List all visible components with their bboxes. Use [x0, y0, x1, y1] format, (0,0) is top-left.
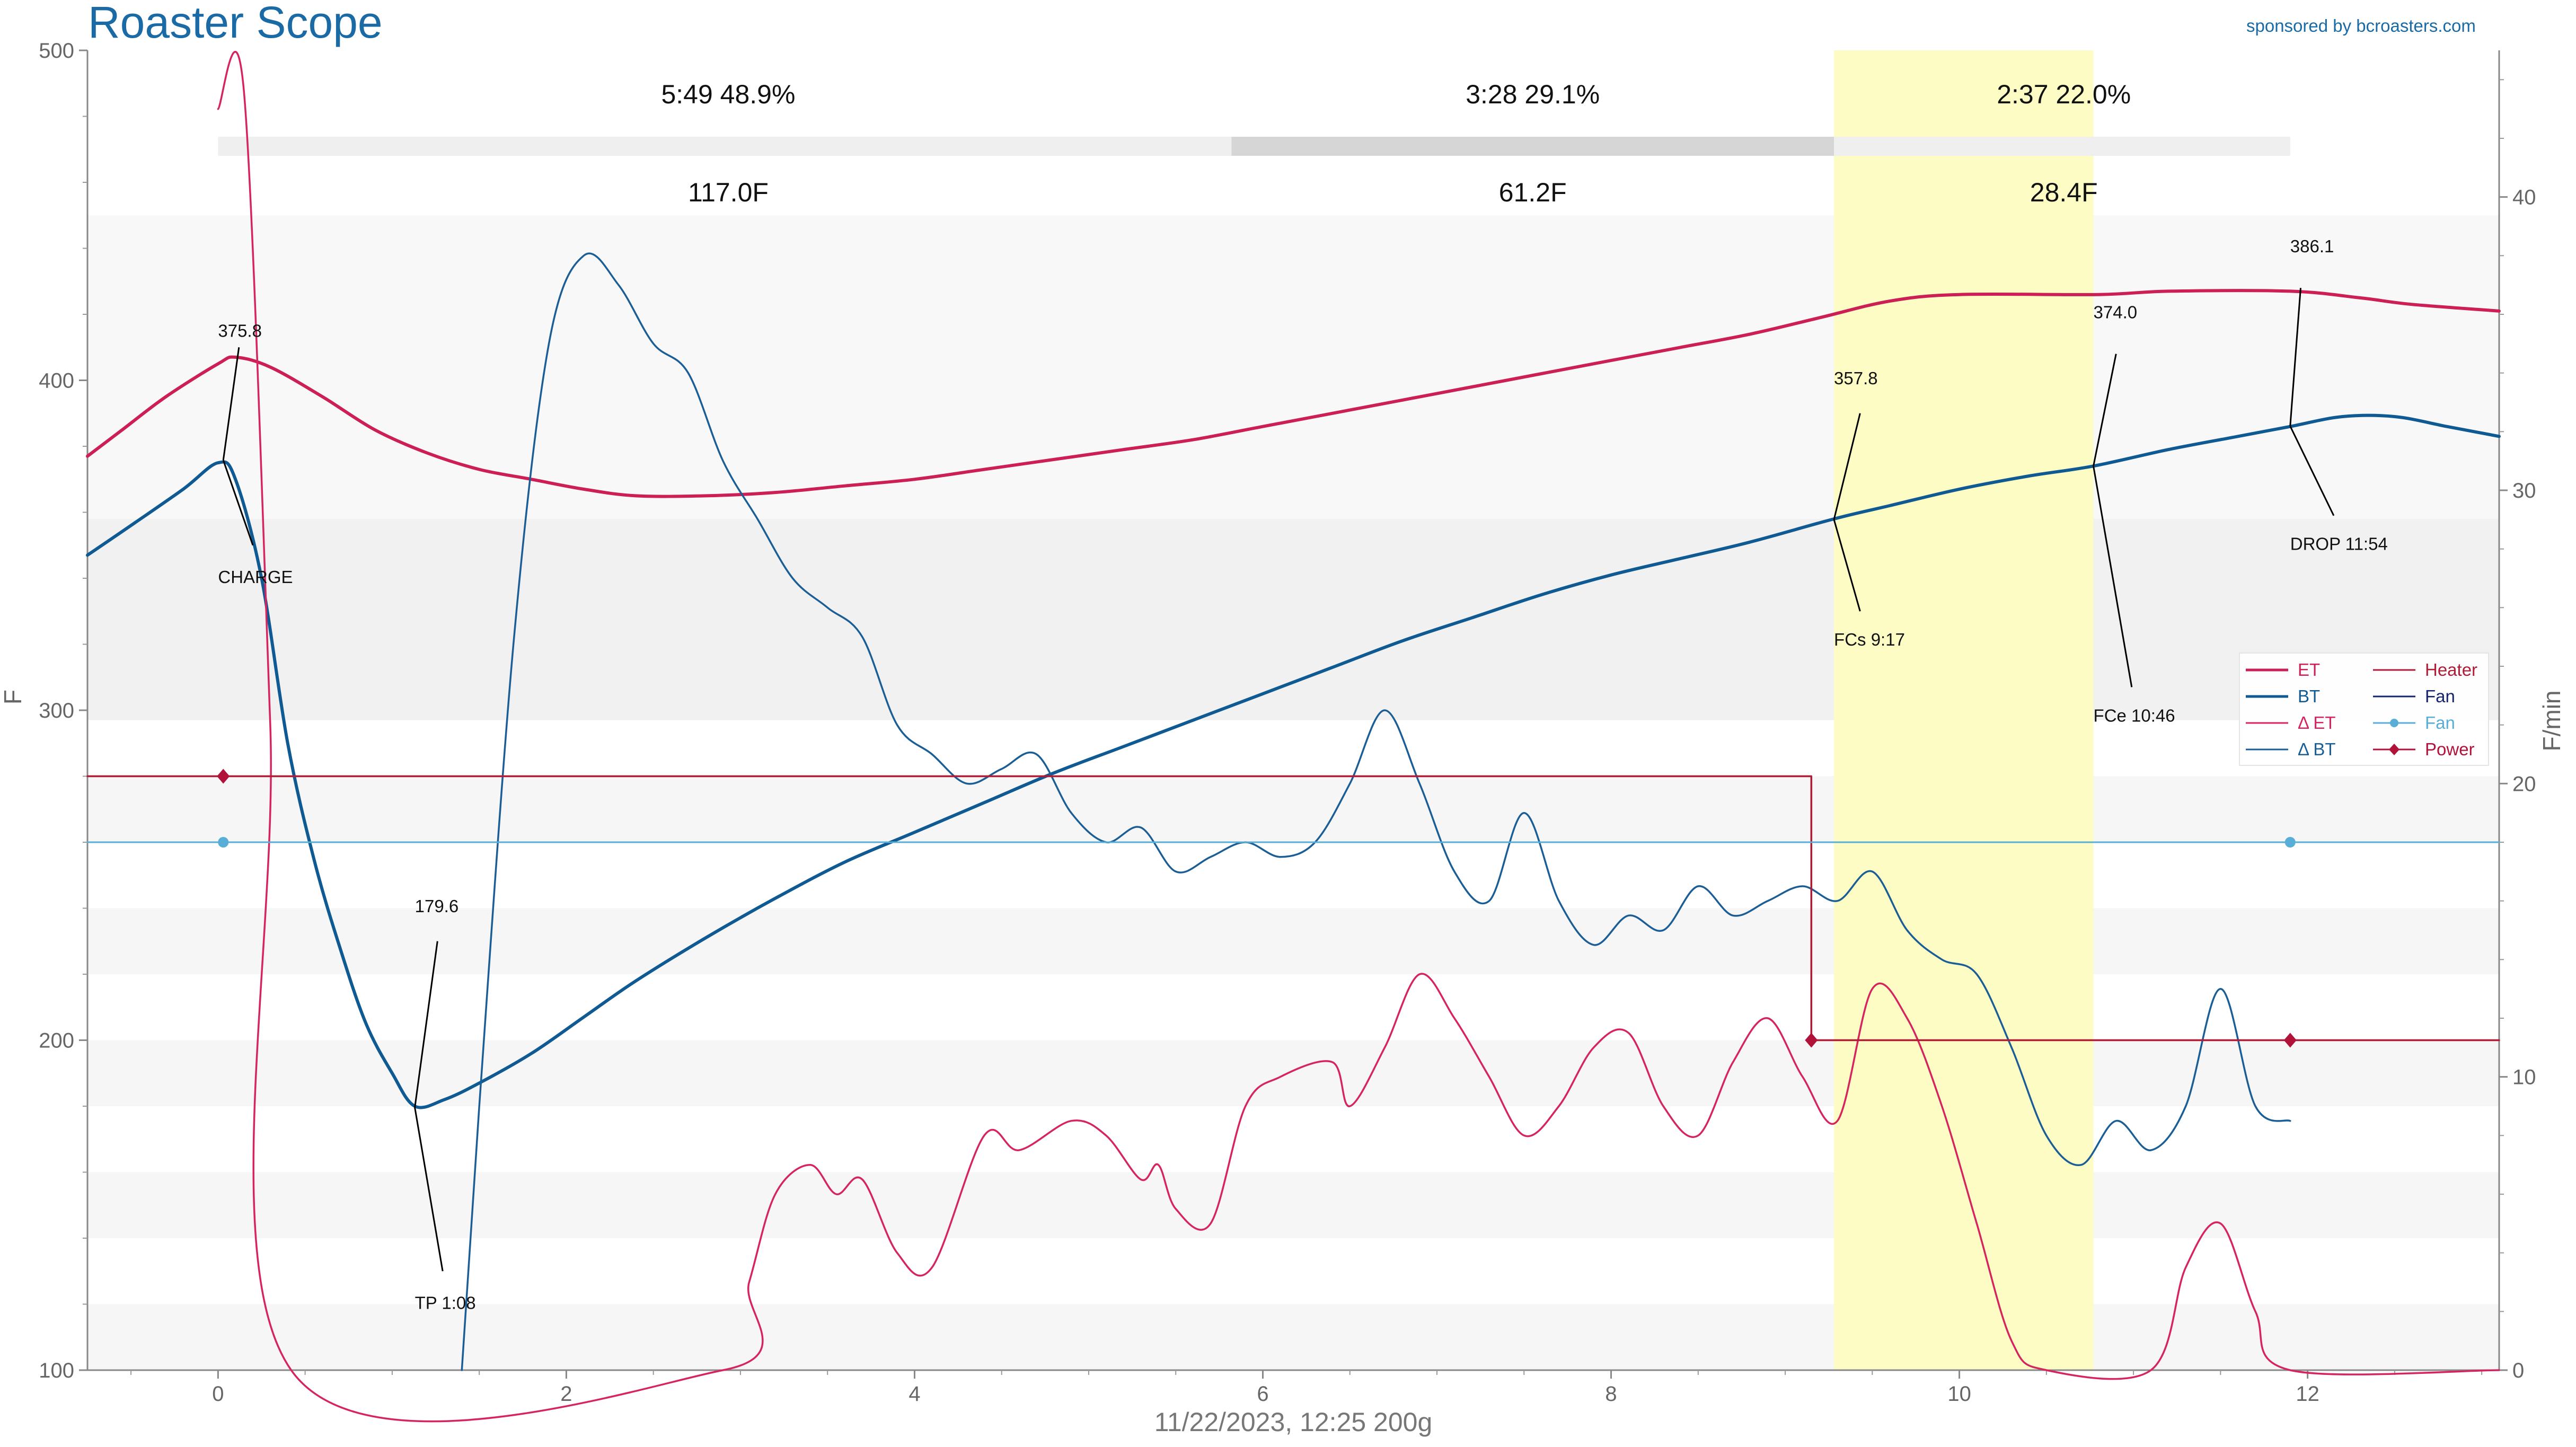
- y-tick-label: 400: [39, 369, 74, 393]
- power-marker: [2283, 1033, 2297, 1048]
- annotation-label: 374.0: [2094, 302, 2138, 322]
- delta-bt-line: [461, 252, 2291, 1371]
- bt-line: [86, 413, 2501, 1109]
- development-highlight: [1834, 50, 2094, 1370]
- annotation-label: TP 1:08: [415, 1293, 476, 1312]
- grid-band: [87, 215, 2499, 381]
- annotation-leader: [222, 347, 240, 461]
- x-tick-label: 8: [1605, 1382, 1617, 1406]
- x-tick-label: 4: [908, 1382, 920, 1406]
- y2-tick-label: 40: [2512, 186, 2536, 209]
- legend-marker: [2390, 719, 2398, 727]
- x-tick-label: 6: [1257, 1382, 1268, 1406]
- legend-label: BT: [2298, 686, 2320, 706]
- annotation-label: 179.6: [415, 896, 459, 916]
- annotation-label: FCe 10:46: [2094, 705, 2175, 725]
- y-tick-label: 100: [39, 1359, 74, 1382]
- annotation-leader: [222, 460, 254, 546]
- annotation-leader: [2289, 426, 2335, 516]
- phase-delta: 28.4F: [2030, 178, 2098, 207]
- legend-label: Δ ET: [2298, 713, 2336, 733]
- y-tick-label: 300: [39, 699, 74, 722]
- annotation-label: CHARGE: [218, 567, 293, 587]
- x-tick-label: 10: [1947, 1382, 1971, 1406]
- x-tick-label: 0: [212, 1382, 224, 1406]
- legend-label: Fan: [2425, 686, 2455, 706]
- fan-marker: [218, 837, 229, 848]
- legend-marker: [2389, 744, 2399, 755]
- y-axis-title: F: [0, 690, 27, 704]
- legend-label: Power: [2425, 739, 2475, 759]
- y2-tick-label: 20: [2512, 772, 2536, 796]
- x-tick-label: 12: [2296, 1382, 2319, 1406]
- fan-marker: [2284, 837, 2296, 848]
- app-title: Roaster Scope: [88, 0, 383, 47]
- footer-info: 11/22/2023, 12:25 200g: [1154, 1407, 1433, 1437]
- series-lines: [86, 51, 2501, 1423]
- sponsor-link[interactable]: sponsored by bcroasters.com: [2246, 16, 2476, 36]
- grid-band: [87, 380, 2499, 519]
- annotation-leader: [1833, 519, 1861, 612]
- legend-label: ET: [2298, 660, 2320, 680]
- phase-time-pct: 2:37 22.0%: [1997, 80, 2131, 109]
- grid-band: [87, 1040, 2499, 1106]
- background-bands: [87, 50, 2499, 1370]
- annotation-label: FCs 9:17: [1834, 630, 1905, 649]
- annotation-leader: [414, 1107, 444, 1272]
- phase-labels: 5:49 48.9% 117.0F 3:28 29.1% 61.2F 2:37 22.0…: [661, 80, 2131, 207]
- et-line: [86, 289, 2501, 498]
- phase-delta: 117.0F: [688, 178, 769, 207]
- grid-band: [87, 1172, 2499, 1238]
- annotation-label: 386.1: [2290, 236, 2334, 256]
- annotation-leader: [1833, 413, 1861, 520]
- annotation-leader: [2093, 354, 2117, 466]
- heater-line: [86, 775, 2500, 1042]
- phase-time-pct: 3:28 29.1%: [1466, 80, 1600, 109]
- y-tick-label: 500: [39, 39, 74, 63]
- phase-time-pct: 5:49 48.9%: [661, 80, 795, 109]
- annotation-label: 375.8: [218, 321, 262, 340]
- annotation-label: 357.8: [1834, 368, 1878, 388]
- axes: 0 2 4 6 8 10 12 100 200 300 400 500 0 10 20 30 40: [39, 39, 2536, 1406]
- power-marker: [217, 769, 230, 784]
- y2-tick-label: 0: [2512, 1359, 2524, 1382]
- phase-bar-middle: [1231, 137, 1834, 156]
- annotation-leader: [414, 941, 438, 1108]
- y2-axis-title: F/min: [2538, 691, 2565, 752]
- y2-tick-label: 30: [2512, 479, 2536, 502]
- grid-band: [87, 776, 2499, 842]
- grid-band: [87, 518, 2499, 720]
- legend-label: Fan: [2425, 713, 2455, 733]
- grid-band: [87, 908, 2499, 974]
- y2-tick-label: 10: [2512, 1066, 2536, 1089]
- event-annotations: 375.8 CHARGE 179.6 TP 1:08 357.8 FCs 9:17 374.…: [218, 236, 2387, 1313]
- annotation-label: DROP 11:54: [2290, 534, 2388, 554]
- phase-bar: [218, 137, 2290, 156]
- annotation-leader: [2289, 288, 2301, 427]
- legend-label: Δ BT: [2298, 739, 2336, 759]
- delta-et-line: [217, 51, 2500, 1423]
- grid-band: [87, 1304, 2499, 1370]
- x-tick-label: 2: [560, 1382, 572, 1406]
- legend: ET BT Δ ET Δ BT Heater Fan Fan Power: [2239, 652, 2489, 766]
- legend-label: Heater: [2425, 660, 2477, 680]
- annotation-leader: [2093, 466, 2133, 687]
- legend-box: [2239, 652, 2489, 766]
- series-markers: [217, 769, 2297, 1048]
- phase-delta: 61.2F: [1499, 178, 1567, 207]
- y-tick-label: 200: [39, 1029, 74, 1053]
- power-marker: [1805, 1033, 1818, 1048]
